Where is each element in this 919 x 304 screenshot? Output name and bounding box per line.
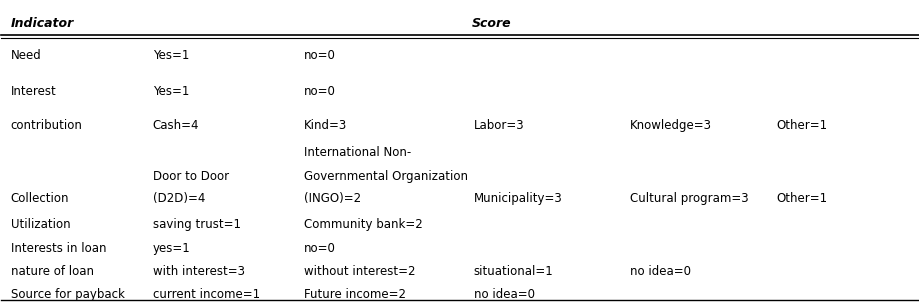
Text: Indicator: Indicator (10, 17, 74, 30)
Text: Municipality=3: Municipality=3 (473, 192, 562, 205)
Text: (INGO)=2: (INGO)=2 (304, 192, 361, 205)
Text: without interest=2: without interest=2 (304, 265, 415, 278)
Text: contribution: contribution (10, 119, 83, 132)
Text: Yes=1: Yes=1 (153, 49, 189, 62)
Text: Cash=4: Cash=4 (153, 119, 199, 132)
Text: Governmental Organization: Governmental Organization (304, 170, 468, 183)
Text: Labor=3: Labor=3 (473, 119, 524, 132)
Text: Other=1: Other=1 (776, 119, 827, 132)
Text: Need: Need (10, 49, 41, 62)
Text: no idea=0: no idea=0 (629, 265, 690, 278)
Text: no=0: no=0 (304, 49, 335, 62)
Text: yes=1: yes=1 (153, 241, 190, 254)
Text: Utilization: Utilization (10, 218, 70, 231)
Text: Community bank=2: Community bank=2 (304, 218, 423, 231)
Text: with interest=3: with interest=3 (153, 265, 244, 278)
Text: Score: Score (471, 17, 511, 30)
Text: Cultural program=3: Cultural program=3 (629, 192, 747, 205)
Text: Yes=1: Yes=1 (153, 85, 189, 98)
Text: Other=1: Other=1 (776, 192, 827, 205)
Text: no idea=0: no idea=0 (473, 288, 534, 302)
Text: no=0: no=0 (304, 241, 335, 254)
Text: Collection: Collection (10, 192, 69, 205)
Text: Kind=3: Kind=3 (304, 119, 347, 132)
Text: International Non-: International Non- (304, 146, 411, 159)
Text: saving trust=1: saving trust=1 (153, 218, 241, 231)
Text: Source for payback: Source for payback (10, 288, 124, 302)
Text: nature of loan: nature of loan (10, 265, 94, 278)
Text: Interests in loan: Interests in loan (10, 241, 106, 254)
Text: situational=1: situational=1 (473, 265, 553, 278)
Text: Door to Door: Door to Door (153, 170, 229, 183)
Text: Knowledge=3: Knowledge=3 (629, 119, 711, 132)
Text: no=0: no=0 (304, 85, 335, 98)
Text: Interest: Interest (10, 85, 56, 98)
Text: (D2D)=4: (D2D)=4 (153, 192, 205, 205)
Text: Future income=2: Future income=2 (304, 288, 405, 302)
Text: current income=1: current income=1 (153, 288, 259, 302)
